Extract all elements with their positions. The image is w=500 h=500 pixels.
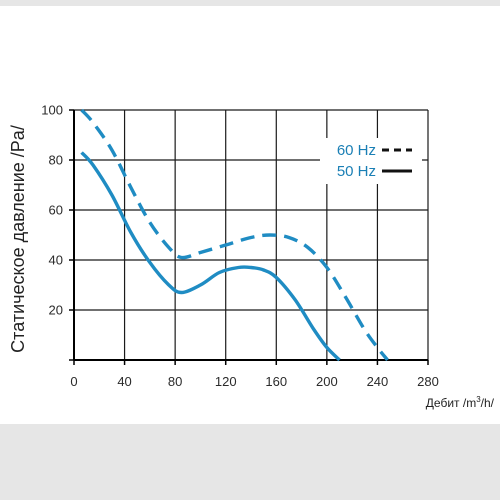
y-tick-label: 40 [49, 253, 63, 268]
top-band [0, 0, 500, 6]
y-tick-label: 80 [49, 153, 63, 168]
x-axis-label-suffix: /h/ [481, 396, 495, 410]
legend-label-60-hz: 60 Hz [337, 142, 376, 159]
x-tick-label: 160 [265, 374, 287, 389]
bottom-band [0, 424, 500, 500]
series-line-50-hz [80, 151, 341, 362]
x-axis-label: Дебит /m3/h/ [426, 395, 495, 410]
series-line-60-hz [80, 108, 389, 362]
legend: 60 Hz 50 Hz [320, 138, 422, 184]
y-tick-label: 60 [49, 203, 63, 218]
legend-label-50-hz: 50 Hz [337, 163, 376, 180]
tick-labels: 0 40 80 120 160 200 240 280 20 40 60 80 100 [41, 103, 439, 390]
y-tick-label: 20 [49, 303, 63, 318]
x-tick-label: 120 [215, 374, 237, 389]
x-tick-label: 240 [367, 374, 389, 389]
y-tick-label: 100 [41, 103, 63, 118]
x-tick-label: 280 [417, 374, 439, 389]
x-tick-label: 40 [117, 374, 131, 389]
legend-box [320, 138, 422, 184]
x-tick-label: 80 [168, 374, 182, 389]
x-axis-label-sup: 3 [476, 395, 481, 404]
x-axis-label-prefix: Дебит /m [426, 396, 476, 410]
x-tick-label: 0 [70, 374, 77, 389]
axes [69, 109, 429, 365]
series-lines [80, 108, 389, 362]
y-axis-label: Статическое давление /Pa/ [8, 125, 28, 353]
x-tick-label: 200 [316, 374, 338, 389]
